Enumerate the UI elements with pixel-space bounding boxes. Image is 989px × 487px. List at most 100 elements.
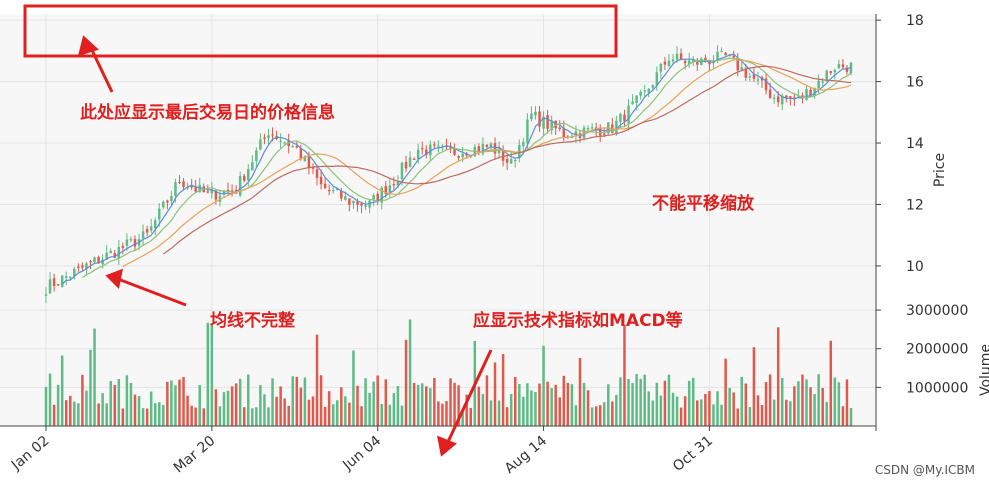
candle-body [425,149,428,155]
volume-bar [222,392,226,426]
candle-body [635,95,638,104]
annotation-indicators: 应显示技术指标如MACD等 [473,311,683,331]
candle-body [619,113,622,122]
candle-body [627,105,630,124]
volume-bar [396,386,400,426]
volume-bar [376,375,379,426]
volume-bar [574,405,578,426]
volume-bar [295,376,299,426]
candle-body [101,259,104,265]
volume-bar [69,395,72,426]
volume-bar [683,396,687,426]
candle-body [481,143,485,154]
candle-body [190,185,193,188]
candle-body [768,89,772,98]
candle-body [319,176,323,185]
candle-body [740,67,744,70]
candle-body [752,74,756,79]
volume-bar [801,374,804,426]
volume-bar [578,357,582,426]
volume-bar [768,374,772,426]
candle-body [655,72,659,86]
candle-body [186,187,189,189]
volume-bar [663,380,667,426]
date-tick-label: Oct 31 [670,433,716,475]
volume-bar [651,400,655,426]
candle-body [81,265,84,268]
candle-body [509,159,513,164]
volume-bar [671,392,675,426]
candle-body [376,193,379,202]
candle-body [93,257,96,262]
volume-bar [234,383,238,426]
volume-bar [121,408,125,426]
volume-bar [400,405,404,426]
candle-body [307,155,311,169]
volume-tick-label: 1000000 [906,380,968,396]
volume-bar [849,407,853,426]
volume-bar [558,397,561,426]
candle-body [445,145,448,148]
candle-body [534,111,537,116]
volume-bar [230,386,234,426]
candle-body [105,252,108,260]
volume-bar [627,378,630,426]
candle-body [283,142,286,144]
volume-bar [704,393,707,426]
volume-bar [384,379,388,426]
volume-bar [833,377,837,426]
candle-body [162,201,165,208]
volume-bar [691,377,695,426]
volume-bar [635,374,638,426]
volume-bar [412,382,416,426]
volume-bar [174,385,177,426]
volume-bar [425,386,428,426]
candle-body [247,169,250,181]
price-tick-label: 10 [906,259,924,275]
volume-bar [518,383,521,426]
volume-bar [101,393,104,426]
volume-bar [307,399,311,426]
candle-body [230,190,234,192]
candle-body [348,198,351,205]
candle-body [485,144,489,147]
candle-body [331,190,335,192]
volume-bar [497,400,501,426]
volume-bar [238,378,242,426]
volume-bar [408,319,412,426]
candle-body [267,135,270,139]
volume-bar [728,387,731,426]
volume-bar [141,408,145,426]
candle-body [372,195,375,200]
volume-bar [77,403,80,426]
candle-body [821,81,824,83]
candle-body [340,190,343,199]
candle-body [356,201,359,205]
candle-body [772,97,776,99]
candle-body [360,203,363,206]
candle-body [724,52,727,56]
volume-bar [279,386,282,426]
candle-body [392,184,396,186]
volume-bar [267,407,270,426]
candle-body [671,59,675,62]
candle-body [145,229,149,233]
date-tick-label: Jan 02 [8,433,53,474]
moving-average-line [61,53,852,285]
volume-bar [566,382,570,426]
volume-bar [437,401,440,426]
volume-bar [133,394,137,426]
candle-body [85,263,88,270]
volume-bar [109,381,112,426]
volume-bar [667,374,671,426]
volume-bar [327,391,331,426]
candle-body [687,60,691,64]
volume-bar [724,358,727,426]
date-tick-label: Jun 04 [339,433,384,474]
candle-body [526,119,529,144]
volume-bar [52,404,56,426]
candle-body [829,71,833,73]
volume-bar [586,390,590,426]
volume-bar [81,374,84,426]
volume-bar [841,406,845,426]
